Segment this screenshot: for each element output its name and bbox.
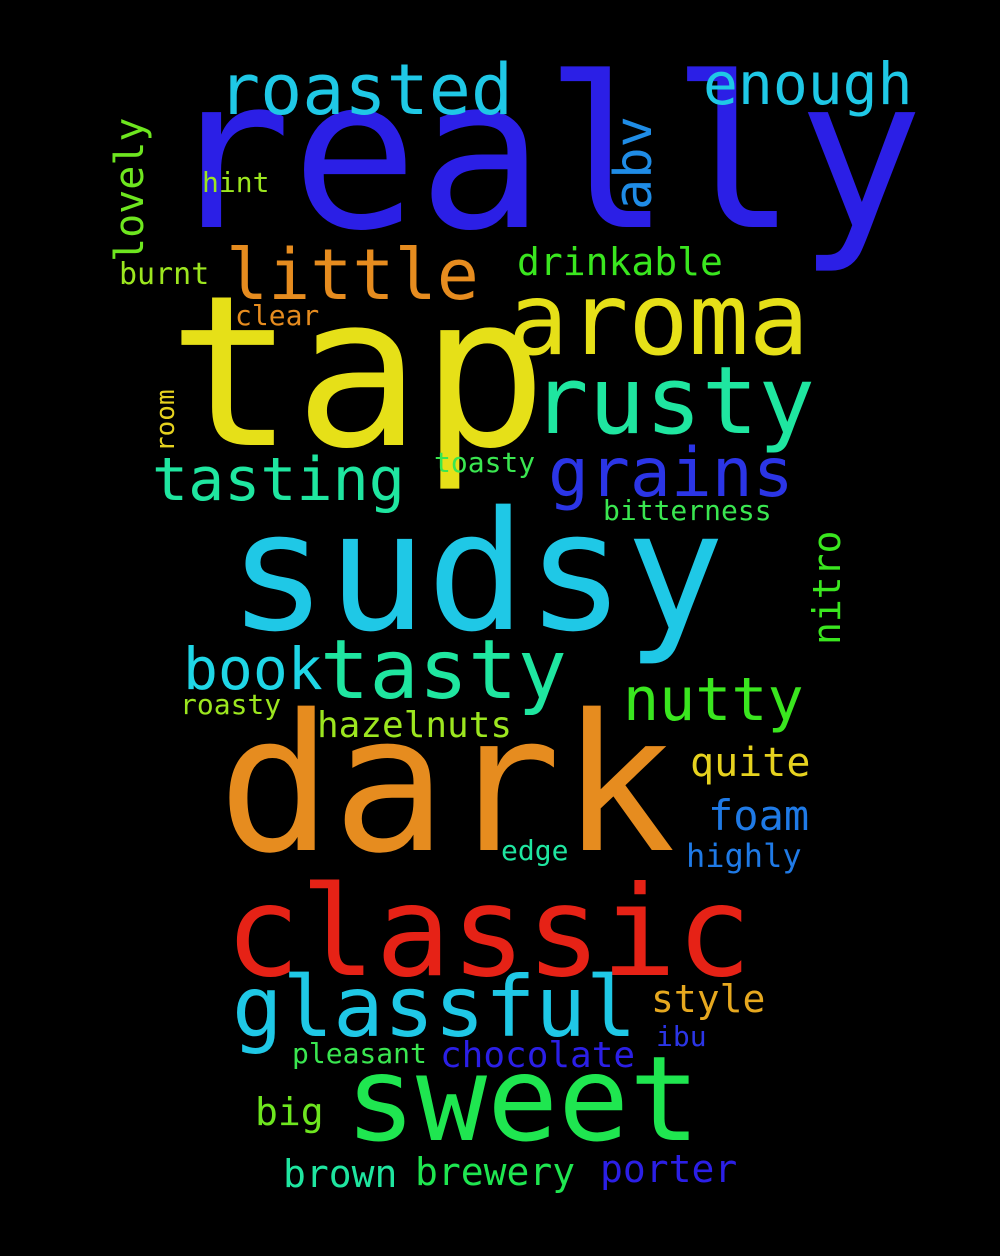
word-drinkable: drinkable [517,240,723,284]
word-aroma: aroma [508,261,810,378]
word-toasty: toasty [434,446,536,479]
word-clear: clear [235,299,320,332]
word-porter: porter [600,1147,738,1191]
word-roasted: roasted [218,49,514,131]
word-foam: foam [708,791,810,840]
word-hazelnuts: hazelnuts [317,705,513,746]
word-really: really [165,32,924,277]
word-rusty: rusty [532,347,815,456]
word-glassful: glassful [232,958,637,1056]
word-roasty: roasty [180,688,282,721]
word-tasting: tasting [152,445,405,515]
word-ibu: ibu [656,1020,707,1053]
word-edge: edge [501,834,569,867]
word-enough: enough [703,50,913,118]
word-dark: dark [218,674,676,895]
word-big: big [255,1090,324,1134]
word-book: book [183,635,323,703]
word-style: style [651,977,766,1021]
word-bitterness: bitterness [603,494,772,527]
word-sudsy: sudsy [228,476,725,668]
word-nitro: nitro [805,530,849,645]
word-quite: quite [690,740,811,786]
word-abv: abv [604,116,664,210]
word-sweet: sweet [345,1030,701,1168]
word-classic: classic [225,860,752,1005]
word-lovely: lovely [107,117,153,263]
word-hint: hint [202,166,270,199]
word-grains: grains [548,434,794,513]
word-brown: brown [283,1152,398,1196]
word-pleasant: pleasant [292,1037,427,1070]
word-tasty: tasty [320,623,567,718]
word-room: room [151,389,181,452]
word-little: little [226,234,479,316]
word-chocolate: chocolate [440,1035,636,1076]
word-highly: highly [686,837,802,875]
word-tap: tap [168,250,548,495]
word-brewery: brewery [415,1150,576,1194]
word-burnt: burnt [119,257,210,292]
word-nutty: nutty [623,665,804,735]
